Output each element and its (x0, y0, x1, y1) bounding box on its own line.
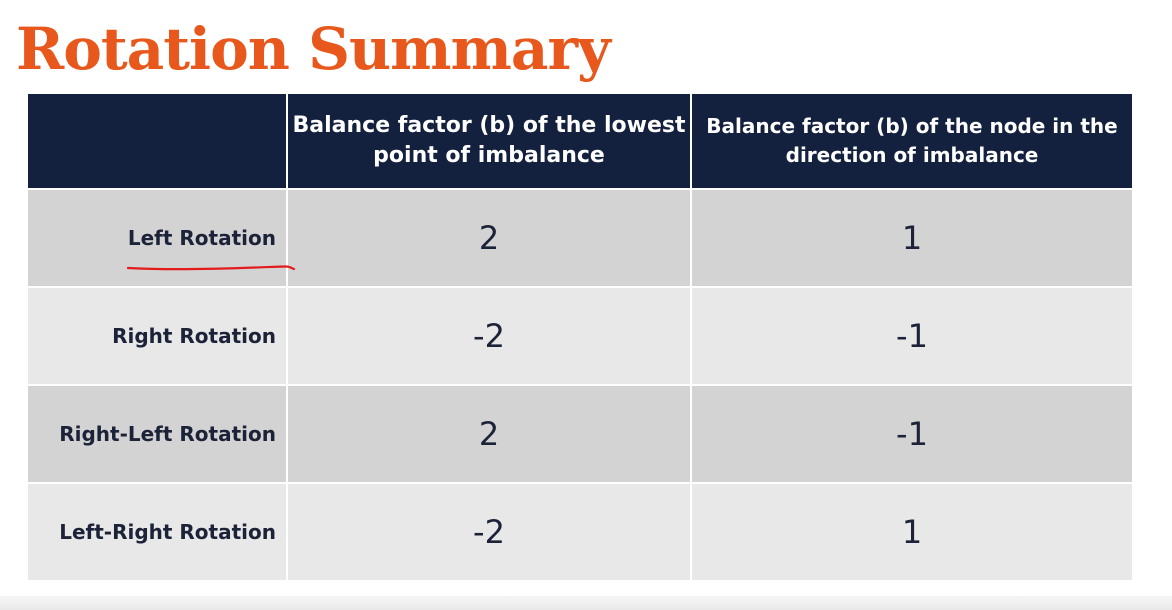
table-row-right-rotation: Right Rotation -2 -1 (26, 286, 1134, 386)
value-direction-imbalance: -1 (690, 384, 1134, 484)
red-pen-underline-icon (126, 265, 295, 271)
table-header-row: Balance factor (b) of the lowest point o… (26, 92, 1134, 190)
row-label: Left Rotation (127, 226, 276, 250)
value-direction-imbalance: -1 (690, 286, 1134, 386)
table-row-left-right-rotation: Left-Right Rotation -2 1 (26, 482, 1134, 582)
value-direction-imbalance: 1 (690, 482, 1134, 582)
row-label: Left-Right Rotation (26, 482, 288, 582)
header-lowest-imbalance: Balance factor (b) of the lowest point o… (286, 92, 692, 190)
slide-title: Rotation Summary (16, 15, 611, 83)
value-direction-imbalance: 1 (690, 188, 1134, 288)
value-lowest-imbalance: -2 (286, 482, 692, 582)
row-label-cell: Left Rotation (26, 188, 295, 288)
value-lowest-imbalance: -2 (286, 286, 692, 386)
bottom-strip (0, 596, 1172, 610)
row-label: Right-Left Rotation (26, 384, 288, 484)
value-lowest-imbalance: 2 (286, 188, 692, 288)
row-label-wrap: Left Rotation (126, 226, 295, 271)
header-direction-imbalance: Balance factor (b) of the node in the di… (690, 92, 1134, 190)
table-row-right-left-rotation: Right-Left Rotation 2 -1 (26, 384, 1134, 484)
header-empty-cell (26, 92, 288, 190)
rotation-summary-table: Balance factor (b) of the lowest point o… (26, 92, 1134, 582)
table-row-left-rotation: Left Rotation 2 1 (26, 188, 1134, 288)
row-label: Right Rotation (26, 286, 288, 386)
value-lowest-imbalance: 2 (286, 384, 692, 484)
